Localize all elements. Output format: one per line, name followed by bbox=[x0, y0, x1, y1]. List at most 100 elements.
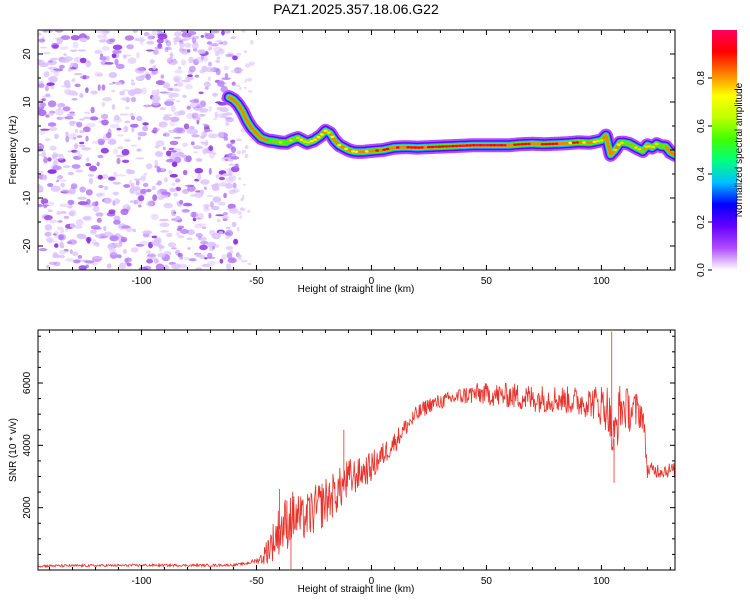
noise-blob bbox=[201, 263, 211, 268]
noise-blob bbox=[218, 48, 225, 55]
noise-blob bbox=[48, 201, 54, 207]
ridge-peak bbox=[506, 144, 511, 147]
noise-blob bbox=[168, 95, 174, 98]
noise-blob bbox=[145, 201, 154, 207]
noise-blob bbox=[120, 236, 128, 243]
noise-blob bbox=[136, 148, 142, 152]
noise-blob bbox=[197, 173, 202, 181]
noise-blob bbox=[223, 192, 228, 199]
noise-blob bbox=[203, 126, 211, 133]
noise-blob bbox=[88, 177, 93, 185]
ridge-peak bbox=[437, 145, 442, 148]
noise-blob bbox=[136, 52, 140, 59]
noise-blob bbox=[92, 201, 99, 207]
noise-blob bbox=[225, 234, 230, 240]
noise-blob bbox=[222, 218, 228, 222]
noise-blob bbox=[213, 118, 217, 121]
noise-blob bbox=[50, 185, 61, 192]
ridge-peak bbox=[364, 150, 369, 153]
noise-blob bbox=[195, 233, 203, 238]
noise-blob bbox=[86, 157, 90, 162]
noise-blob bbox=[225, 122, 230, 126]
noise-blob bbox=[184, 42, 192, 48]
noise-blob bbox=[89, 116, 99, 121]
noise-blob bbox=[188, 65, 196, 73]
noise-blob bbox=[161, 191, 171, 196]
noise-blob bbox=[52, 254, 61, 259]
noise-blob bbox=[164, 39, 169, 44]
noise-blob bbox=[157, 180, 162, 186]
noise-blob bbox=[97, 154, 104, 159]
noise-blob bbox=[38, 83, 45, 88]
noise-blob bbox=[70, 183, 78, 190]
noise-blob bbox=[168, 147, 175, 151]
noise-blob bbox=[159, 222, 170, 227]
noise-blob bbox=[169, 173, 178, 178]
noise-blob bbox=[171, 218, 176, 221]
noise-blob bbox=[67, 171, 75, 176]
ridge-peak bbox=[389, 147, 393, 150]
noise-blob bbox=[189, 126, 195, 130]
ridge-peak bbox=[337, 144, 342, 147]
noise-blob bbox=[181, 209, 190, 213]
noise-blob bbox=[99, 56, 109, 61]
noise-blob bbox=[130, 144, 138, 147]
noise-blob bbox=[158, 243, 163, 249]
noise-blob bbox=[194, 167, 204, 174]
noise-blob bbox=[93, 256, 97, 260]
noise-blob bbox=[60, 179, 67, 182]
noise-blob bbox=[38, 80, 45, 84]
noise-blob bbox=[63, 215, 70, 219]
noise-blob bbox=[138, 204, 142, 208]
noise-blob bbox=[194, 74, 200, 78]
ridge-peak bbox=[306, 141, 311, 144]
noise-blob bbox=[250, 40, 254, 45]
noise-blob bbox=[106, 263, 112, 269]
noise-blob bbox=[123, 184, 131, 188]
snr-x-tick-label: -50 bbox=[249, 576, 264, 587]
noise-blob bbox=[49, 219, 58, 224]
noise-blob bbox=[208, 167, 212, 175]
noise-blob bbox=[212, 92, 219, 97]
noise-blob bbox=[142, 125, 149, 132]
noise-blob bbox=[44, 224, 53, 231]
noise-blob bbox=[118, 262, 127, 270]
noise-blob bbox=[130, 115, 136, 121]
noise-blob bbox=[71, 149, 78, 153]
noise-blob bbox=[225, 245, 234, 251]
noise-blob bbox=[137, 193, 146, 196]
noise-blob bbox=[135, 157, 145, 160]
noise-blob bbox=[132, 88, 143, 95]
noise-blob bbox=[77, 135, 83, 138]
ridge-peak bbox=[513, 143, 518, 146]
noise-blob bbox=[100, 53, 104, 58]
noise-blob bbox=[103, 225, 107, 232]
noise-blob bbox=[219, 258, 224, 264]
noise-blob bbox=[137, 67, 145, 72]
noise-blob bbox=[216, 106, 223, 111]
noise-blob bbox=[159, 91, 169, 94]
noise-blob bbox=[162, 115, 171, 121]
noise-blob bbox=[192, 151, 199, 154]
noise-blob bbox=[90, 106, 95, 114]
noise-blob bbox=[189, 99, 199, 104]
noise-blob bbox=[100, 119, 105, 124]
noise-blob bbox=[174, 31, 182, 37]
ridge-peak bbox=[589, 141, 594, 144]
colorbar-tick-label: 0.8 bbox=[696, 71, 707, 85]
noise-blob bbox=[53, 233, 57, 236]
noise-blob bbox=[222, 40, 228, 46]
noise-blob bbox=[65, 258, 75, 262]
noise-blob bbox=[63, 53, 67, 56]
noise-blob bbox=[189, 102, 199, 109]
ridge-peak bbox=[533, 142, 538, 146]
noise-blob bbox=[248, 61, 255, 66]
ridge-peak bbox=[440, 145, 445, 148]
noise-blob bbox=[74, 143, 78, 150]
noise-blob bbox=[145, 49, 155, 52]
snr-content bbox=[38, 331, 675, 570]
noise-blob bbox=[45, 93, 51, 97]
noise-blob bbox=[182, 189, 190, 194]
noise-blob bbox=[53, 68, 64, 72]
noise-blob bbox=[82, 75, 87, 80]
